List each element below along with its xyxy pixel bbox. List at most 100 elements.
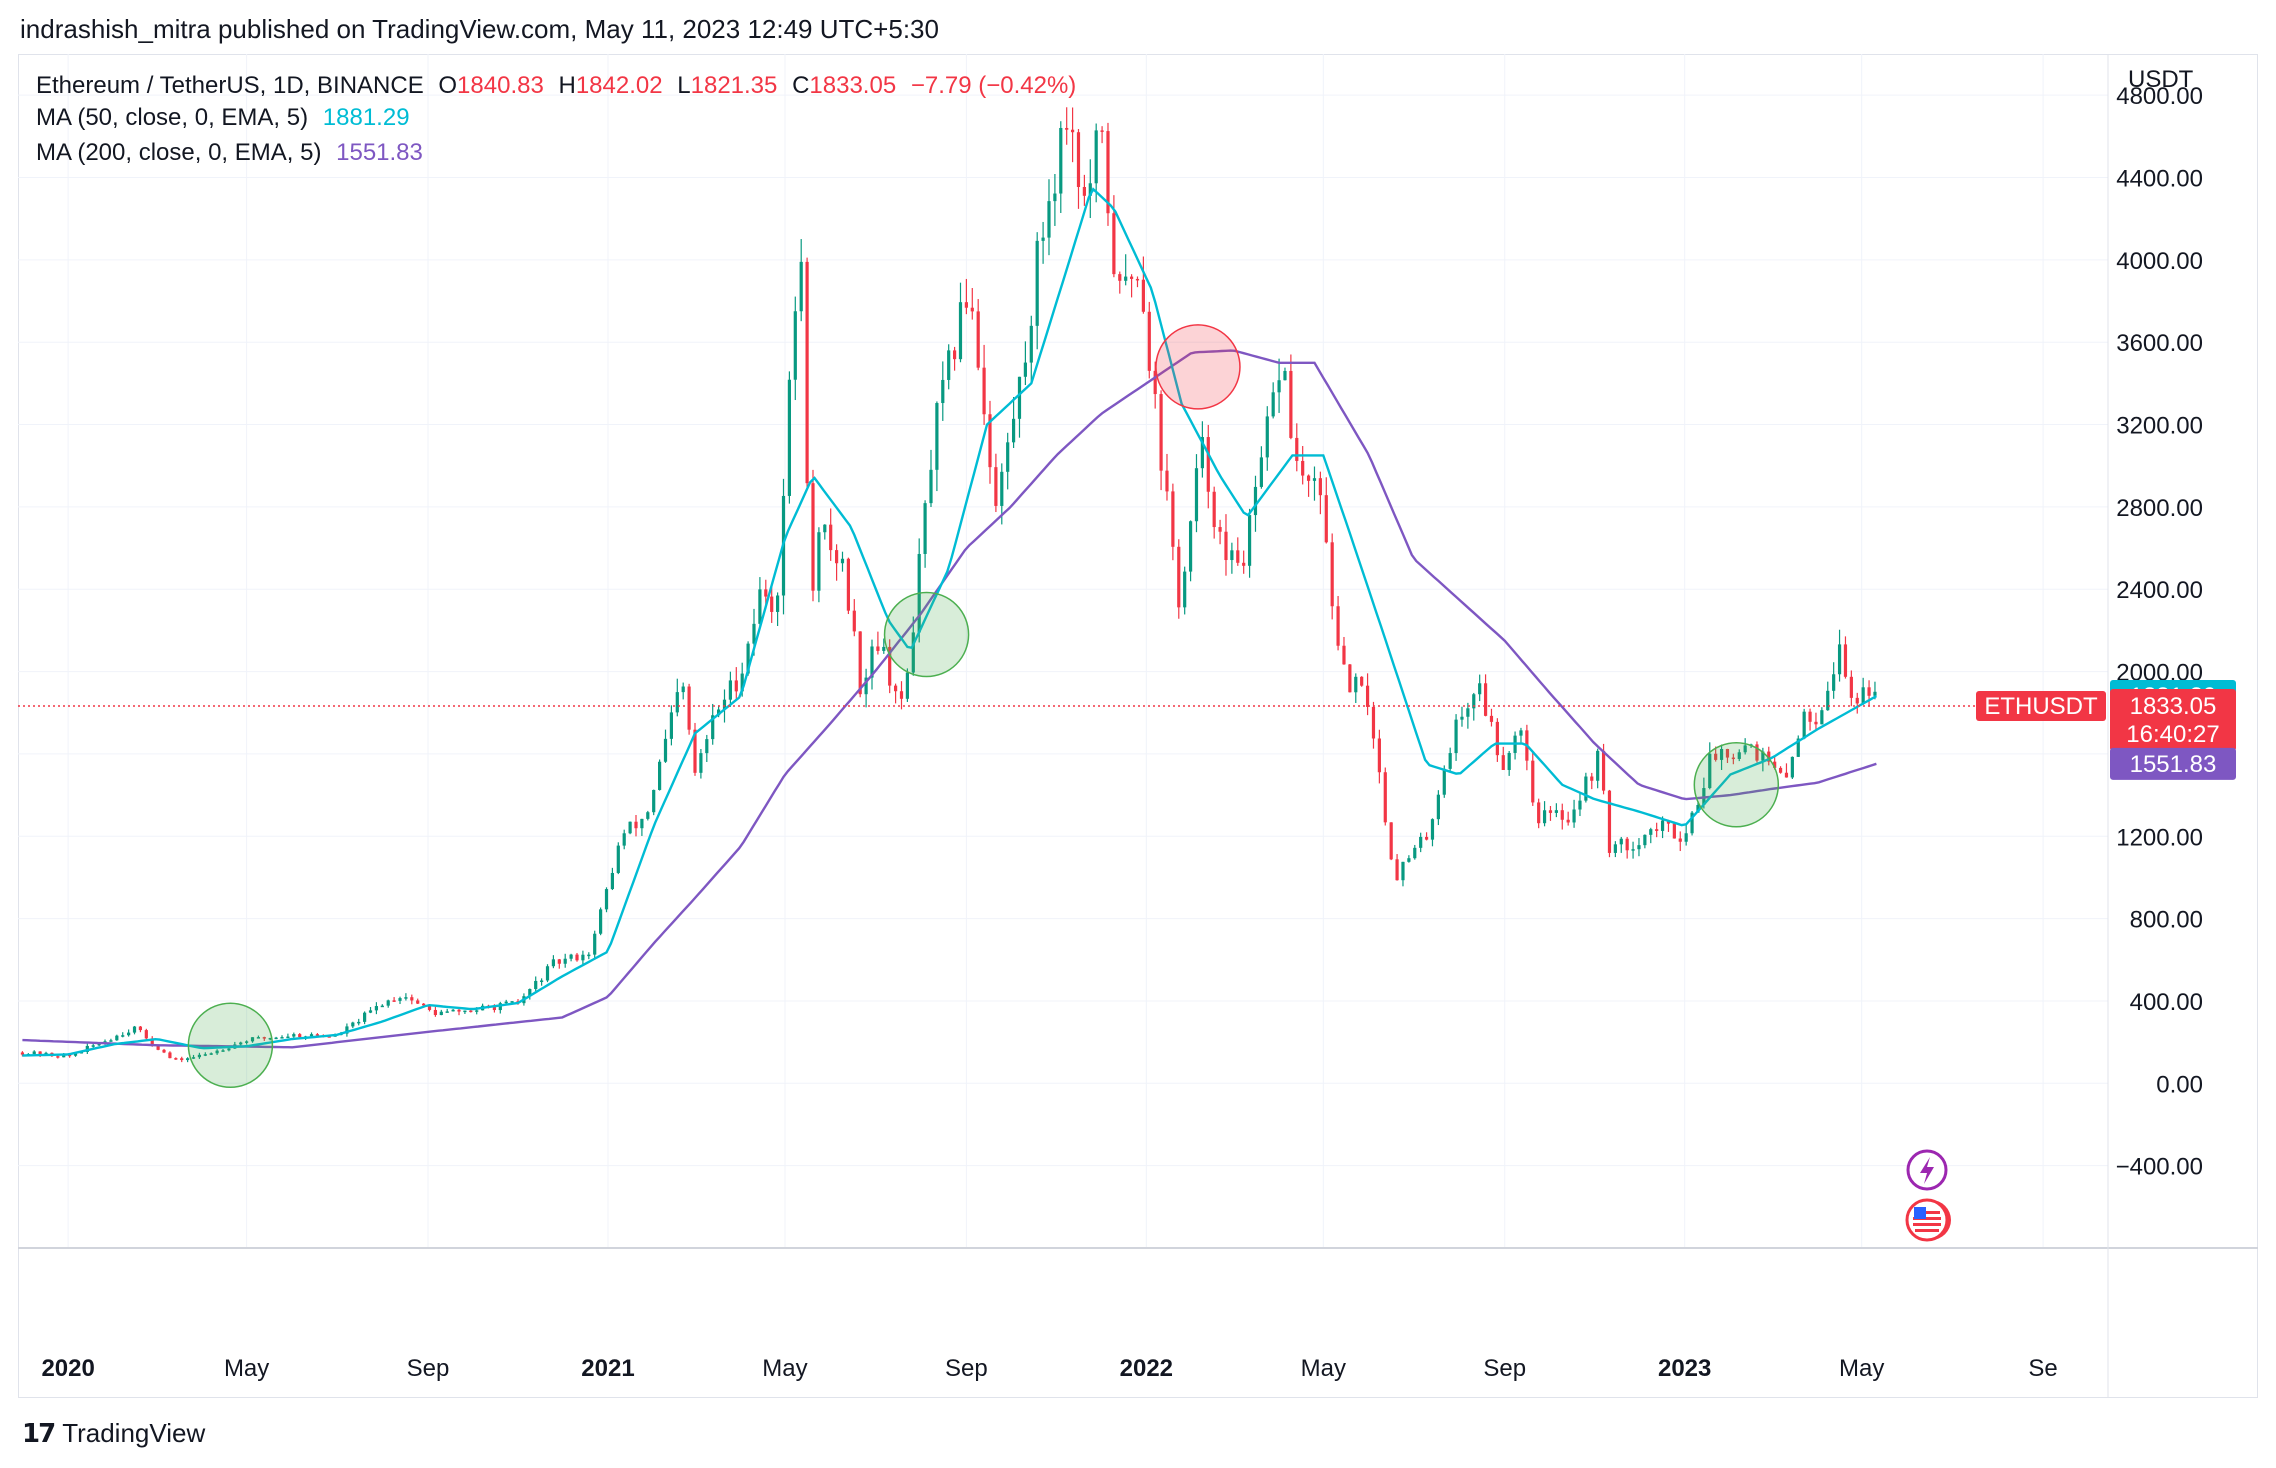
candle-body [398, 998, 402, 1001]
candle-body [604, 889, 609, 910]
us-flag-icon[interactable] [1905, 1198, 1951, 1242]
price-tick-label: 800.00 [2130, 907, 2203, 934]
candle-body [292, 1034, 296, 1037]
candle-body [1407, 858, 1411, 862]
candle-body [357, 1021, 361, 1024]
candle-body [958, 302, 963, 360]
candle-body [1601, 750, 1606, 791]
legend-ma50[interactable]: MA (50, close, 0, EMA, 5) 1881.29 [36, 104, 410, 132]
candle-body [410, 997, 414, 1001]
candle-body [1572, 809, 1576, 823]
candle-body [1011, 418, 1016, 443]
candle-body [1265, 416, 1269, 458]
candle-body [1188, 521, 1193, 572]
candle-body [1631, 849, 1635, 851]
tradingview-logo-icon: 17 [22, 1418, 56, 1449]
candle-body [882, 646, 886, 651]
candle-body [1725, 748, 1730, 758]
candle-body [728, 680, 732, 700]
candle-body [457, 1009, 461, 1012]
candle-body [62, 1054, 66, 1058]
candle-body [97, 1043, 101, 1046]
candle-body [422, 1003, 426, 1006]
candle-body [492, 1006, 497, 1011]
candle-body [834, 550, 839, 564]
candle-body [1537, 802, 1541, 824]
candle-body [911, 632, 915, 673]
time-axis[interactable]: 2020 May Sep 2021 May Sep 2022 May Sep 2023 May Se [41, 1355, 2057, 1382]
chart-icons[interactable] [1905, 1149, 1951, 1242]
candle-body [1295, 437, 1299, 461]
time-tick-label: Sep [945, 1355, 988, 1382]
candle-body [941, 379, 945, 404]
candle-body [1277, 380, 1281, 393]
legend-ma200[interactable]: MA (200, close, 0, EMA, 5) 1551.83 [36, 139, 423, 167]
candle-body [1389, 822, 1393, 860]
candle-body [439, 1011, 443, 1016]
candle-body [115, 1035, 119, 1041]
candles [20, 107, 1877, 1063]
candle-body [1542, 810, 1547, 824]
footer-brand[interactable]: 17 TradingView [22, 1418, 205, 1449]
candle-body [1867, 687, 1871, 696]
ma200-price-tag: 1551.83 [2130, 751, 2217, 778]
candle-body [970, 307, 974, 312]
candle-body [109, 1040, 113, 1042]
candle-body [770, 596, 774, 612]
candle-body [1106, 131, 1110, 214]
candle-body [1655, 829, 1659, 831]
candle-body [168, 1052, 172, 1059]
price-axis[interactable]: −400.000.00400.00800.001200.001600.00200… [2116, 83, 2203, 1180]
candle-body [404, 997, 408, 999]
time-tick-label: May [1839, 1355, 1884, 1382]
candle-body [870, 646, 874, 678]
candle-body [716, 709, 721, 716]
candle-body [180, 1058, 184, 1061]
candle-body [1578, 800, 1582, 810]
price-tick-label: 2400.00 [2116, 577, 2203, 604]
candle-body [1619, 838, 1623, 845]
candle-body [215, 1050, 219, 1054]
price-tick-label: 3600.00 [2116, 330, 2203, 357]
lightning-icon[interactable] [1906, 1149, 1948, 1191]
candle-body [280, 1037, 284, 1039]
candle-body [764, 589, 768, 597]
candle-body [186, 1058, 190, 1061]
candle-body [1259, 457, 1263, 487]
candle-body [610, 872, 615, 890]
candle-body [1224, 531, 1228, 561]
candle-body [1318, 478, 1322, 496]
candle-body [1448, 753, 1452, 769]
candle-body [952, 350, 957, 360]
price-tick-label: 400.00 [2130, 989, 2203, 1016]
candle-body [876, 646, 880, 651]
candle-body [1548, 810, 1553, 813]
candle-body [245, 1041, 249, 1043]
candle-body [1017, 376, 1022, 419]
candle-body [705, 739, 709, 754]
candle-body [1324, 495, 1328, 543]
candle-body [693, 729, 697, 773]
candle-body [575, 954, 579, 961]
annotations [187, 324, 1780, 1088]
candle-body [858, 631, 862, 695]
time-tick-label: Sep [407, 1355, 450, 1382]
candle-body [1849, 676, 1853, 698]
candle-body [1784, 772, 1789, 778]
legend-symbol: Ethereum / TetherUS, 1D, BINANCE [36, 72, 424, 99]
ma200-value: 1551.83 [336, 139, 423, 166]
candle-body [799, 261, 803, 312]
candle-body [91, 1045, 95, 1047]
candle-body [1371, 706, 1376, 739]
candle-body [1826, 690, 1830, 711]
candle-body [1289, 370, 1293, 438]
ma50-value: 1881.29 [322, 104, 410, 131]
candle-body [663, 738, 668, 762]
candle-body [1696, 804, 1700, 813]
candle-body [545, 966, 550, 981]
candle-body [1584, 776, 1588, 801]
candle-body [734, 680, 738, 692]
candle-body [658, 761, 662, 790]
candle-body [551, 959, 556, 967]
